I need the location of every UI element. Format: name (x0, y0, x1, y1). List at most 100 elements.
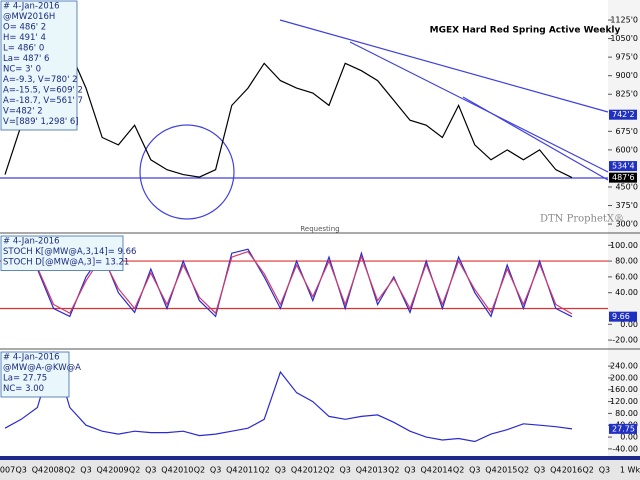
x-tick-label: Q4 (32, 466, 43, 475)
x-tick-label: Q2 (388, 466, 399, 475)
series-line (4, 4, 573, 179)
y-tick-label: 80.00 (615, 409, 638, 418)
x-tick-label: Q2 (194, 466, 205, 475)
period-label: 1 Wk (620, 466, 640, 475)
info-box (0, 0, 78, 131)
highlight-circle (139, 124, 235, 220)
x-tick-label: Q2 (64, 466, 75, 475)
x-tick-label: Q4 (161, 466, 172, 475)
x-tick-label: Q3 (80, 466, 91, 475)
x-tick-label: 2011 (238, 466, 258, 475)
status-text: Requesting (300, 225, 339, 233)
trend-line (462, 96, 609, 181)
info-text: @MW@A-@KW@A (3, 363, 81, 373)
x-tick-label: Q4 (421, 466, 432, 475)
value-marker (609, 161, 637, 172)
x-tick-label: Q3 (275, 466, 286, 475)
x-tick-label: Q3 (210, 466, 221, 475)
y-tick-label: 300'0 (615, 220, 638, 229)
info-text: # 4-Jan-2016 (3, 353, 60, 363)
value-marker-label: 742'2 (612, 110, 635, 119)
x-tick-label: 2013 (367, 466, 387, 475)
info-box (0, 235, 124, 271)
x-tick-label: Q3 (469, 466, 480, 475)
info-box (0, 351, 70, 398)
value-marker (609, 109, 637, 120)
y-tick-label: 160.00 (610, 385, 638, 394)
y-tick-label: 900'0 (615, 71, 638, 80)
info-text: STOCH K[@MW@A,3,14]= 9.66 (3, 247, 136, 257)
x-tick-label: Q3 (145, 466, 156, 475)
value-marker (609, 311, 637, 322)
x-tick-label: Q4 (356, 466, 367, 475)
y-tick-label: 675'0 (615, 127, 638, 136)
y-tick-label: 120.00 (610, 397, 638, 406)
info-text: NC= 3.00 (3, 384, 44, 394)
info-text: STOCH D[@MW@A,3]= 13.21 (3, 258, 129, 268)
y-tick-label: 825'0 (615, 90, 638, 99)
x-tick-label: Q3 (16, 466, 27, 475)
info-text: La= 487' 6 (3, 54, 49, 64)
trend-line (349, 41, 609, 173)
price-axis (608, 0, 640, 458)
y-tick-label: 60.00 (615, 272, 638, 281)
x-tick-label: Q4 (550, 466, 561, 475)
info-text: NC= 3' 0 (3, 65, 41, 75)
x-tick-label: Q3 (599, 466, 610, 475)
info-text: A=-18.7, V=561' 7 (3, 96, 83, 106)
x-tick-label: 2007 (0, 466, 15, 475)
x-tick-label: Q3 (404, 466, 415, 475)
x-tick-label: Q2 (323, 466, 334, 475)
value-marker (609, 172, 637, 183)
x-tick-label: Q2 (453, 466, 464, 475)
series-line (4, 351, 573, 443)
value-marker-label: 534'4 (612, 162, 635, 171)
y-tick-label: 100.00 (610, 241, 638, 250)
y-tick-label: 40.00 (615, 288, 638, 297)
y-tick-label: 1050'0 (610, 34, 638, 43)
x-tick-label: Q4 (485, 466, 496, 475)
trend-line (279, 19, 609, 113)
y-tick-label: 80.00 (615, 257, 638, 266)
y-tick-label: 0.00 (620, 320, 638, 329)
x-tick-label: Q4 (97, 466, 108, 475)
value-marker (609, 423, 637, 434)
trend-lines (0, 19, 609, 220)
x-tick-label: 2014 (432, 466, 452, 475)
x-tick-label: Q3 (534, 466, 545, 475)
x-tick-label: 2016 (562, 466, 582, 475)
info-text: A=-9.3, V=780' 2 (3, 75, 78, 85)
info-text: V=482' 2 (3, 107, 43, 117)
axis-strip (0, 456, 640, 460)
watermark: DTN ProphetX® (540, 214, 624, 225)
x-tick-label: Q4 (226, 466, 237, 475)
y-tick-label: 240.00 (610, 362, 638, 371)
info-text: O= 486' 2 (3, 23, 46, 33)
value-marker-label: 487'6 (612, 173, 635, 182)
y-tick-label: 450'0 (615, 182, 638, 191)
x-tick-label: Q2 (518, 466, 529, 475)
info-text: V=[889' 1,298' 6] (3, 117, 79, 127)
x-tick-label: Q2 (259, 466, 270, 475)
info-text: @MW2016H (3, 12, 55, 22)
info-text: H= 491' 4 (3, 33, 46, 43)
info-text: # 4-Jan-2016 (3, 237, 60, 247)
y-tick-label: 975'0 (615, 53, 638, 62)
info-text: La= 27.75 (3, 374, 47, 384)
y-tick-label: 1125'0 (610, 16, 638, 25)
x-tick-label: 2009 (108, 466, 128, 475)
info-text: # 4-Jan-2016 (3, 2, 60, 12)
x-tick-label: 2008 (43, 466, 63, 475)
x-tick-label: 2010 (173, 466, 193, 475)
y-tick-label: 0.00 (620, 433, 638, 442)
y-tick-label: 375'0 (615, 201, 638, 210)
chart-title: MGEX Hard Red Spring Active Weekly (430, 26, 621, 36)
x-tick-label: Q2 (583, 466, 594, 475)
value-marker-label: 27.75 (612, 424, 635, 433)
info-text: A=-15.5, V=609' 2 (3, 86, 83, 96)
value-marker-label: 9.66 (612, 312, 630, 321)
x-tick-label: Q4 (291, 466, 302, 475)
x-tick-label: 2012 (303, 466, 323, 475)
y-tick-label: 600'0 (615, 145, 638, 154)
